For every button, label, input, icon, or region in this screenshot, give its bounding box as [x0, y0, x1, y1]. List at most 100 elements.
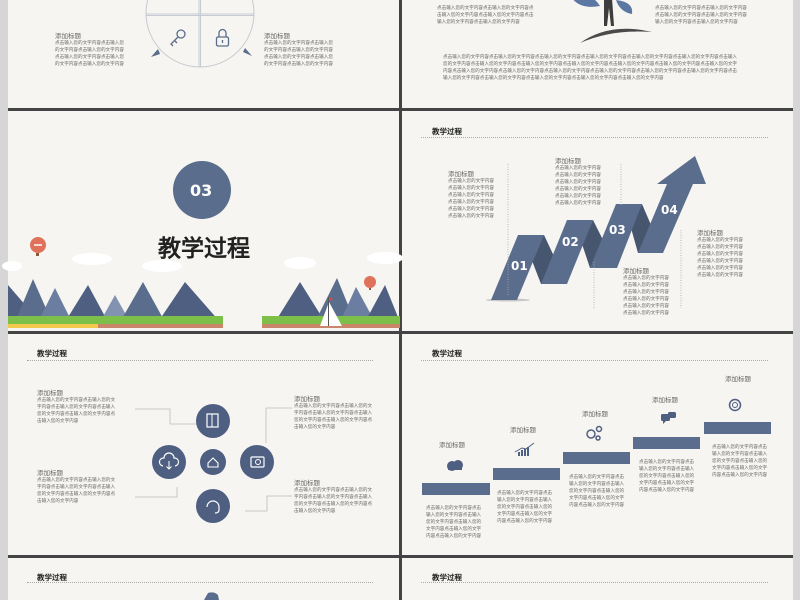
block-text-line: 点击输入您的文字内容 [448, 179, 494, 184]
block-text-line: 点击输入您的文字内容点击输入您的文 [294, 488, 373, 493]
slide-thumb-4-arrow[interactable] [402, 111, 793, 331]
step-title: 添加标题 [510, 426, 536, 434]
mountains-illustration [8, 278, 400, 328]
block-text-line: 字内容点击输入您的文字内容点击输入 [37, 485, 116, 490]
block-text-line: 点击输入您的文字内容 [448, 200, 494, 205]
block-title: 添加标题 [37, 469, 63, 477]
block-text-line: 点击输入您的文字内容点击输入您的文 [37, 478, 116, 483]
step-text-line: 点击输入您的文字内容点击 [712, 445, 768, 450]
step-text-line: 您的文字内容点击输入您的 [426, 520, 482, 525]
step-text-line: 内容点击输入您的文字内容 [712, 473, 768, 478]
block-text-line: 点击输入您的文字内容点击输入您的文 [37, 398, 116, 403]
block-text-line: 点击输入您的文字内容点击输入您的文字内容点击输入您的文字内容点击输入您的文字内容… [443, 55, 738, 60]
block-text-line: 击输入您的文字内容点击输入您的文字内容点击 [437, 13, 534, 18]
block-text-line: 点击输入您的文字内容 [623, 290, 669, 295]
step-text-line: 您的文字内容点击输入您的 [569, 489, 625, 494]
block-text-line: 点击输入您的文字内容点击输入您 [264, 41, 333, 46]
step-text-line: 点击输入您的文字内容点击 [639, 460, 695, 465]
block-text-line: 点击输入您的文字内容 [555, 173, 601, 178]
slide-header: 教学过程 [37, 573, 67, 582]
block-text-line: 点击输入您的文字内容 [697, 252, 743, 257]
step-number: 02 [562, 235, 579, 249]
block-text-line: 字内容点击输入您的文字内容点击输入 [294, 411, 373, 416]
block-text-line: 您的文字内容点击输入您的文字内容点 [37, 412, 116, 417]
camera-icon [240, 445, 274, 479]
header-divider [421, 360, 768, 361]
block-text-line: 点击输入您的文字内容 [448, 214, 494, 219]
header-divider [27, 360, 373, 361]
slide-header: 教学过程 [432, 127, 462, 136]
column-divider [399, 0, 402, 600]
block-text-line: 字内容点击输入您的文字内容点击输入 [294, 495, 373, 500]
slide-thumb-2[interactable] [402, 0, 793, 108]
headset-icon [196, 489, 230, 523]
guide-lines [507, 164, 682, 308]
slide-thumb-7[interactable] [8, 558, 399, 600]
block-text-line: 点击输入您的文字内容点击输入您 [55, 41, 124, 46]
block-text-line: 您的文字内容点击输入您的文字内容点 [294, 418, 373, 423]
hot-air-balloon-icon [364, 276, 376, 290]
block-text-line: 点击输入您的文字内容 [623, 304, 669, 309]
block-title: 添加标题 [294, 479, 320, 487]
block-text-line: 点击输入您的文字内容 [555, 180, 601, 185]
block-text-line: 输入您的文字内容点击输入您的文字内容 [655, 20, 738, 25]
step-text-line: 内容点击输入您的文字内容 [497, 519, 553, 524]
slide-header: 教学过程 [37, 349, 67, 358]
block-text-line: 点击输入您的文字内容 [555, 187, 601, 192]
block-text-line: 点击输入您的文字内容点击输入您的文 [294, 404, 373, 409]
step-text-line: 点击输入您的文字内容点击 [569, 475, 625, 480]
section-number: 03 [190, 181, 213, 200]
step-text-line: 文字内容点击输入您的文字 [639, 481, 695, 486]
film-icon [196, 404, 230, 438]
step-number: 01 [511, 259, 528, 273]
connector-lines [135, 407, 292, 512]
block-text-line: 点击输入您的文字内容点击输入您的文字内容点 [437, 6, 534, 11]
block-text-line: 击输入您的文字内容 [294, 425, 336, 430]
step-text-line: 文字内容点击输入您的文字 [712, 466, 768, 471]
block-text-line: 您的文字内容点击输入您的文字内容点 [294, 502, 373, 507]
block-text-line: 点击输入您的文字内容 [623, 276, 669, 281]
slide-header: 教学过程 [432, 573, 462, 582]
slide-thumb-1[interactable] [8, 0, 399, 108]
block-text-line: 点击输入您的文字内容 [555, 194, 601, 199]
block-text-line: 点击输入您的文字内容 [623, 297, 669, 302]
block-title: 添加标题 [294, 395, 320, 403]
key-icon [170, 29, 186, 47]
chat-icon [661, 412, 676, 424]
block-text-line: 点击输入您的文字内容 [555, 201, 601, 206]
block-text-line: 字内容点击输入您的文字内容点击输入 [37, 405, 116, 410]
pointer-left [151, 49, 160, 57]
block-title: 添加标题 [448, 170, 474, 178]
block-text-line: 的文字内容点击输入您的文字内容 [55, 62, 124, 67]
section-number-badge [173, 161, 231, 219]
block-text-line: 输入您的文字内容点击输入您的文字内容点击输入您的文字内容点击输入您的文字内容点击… [443, 76, 664, 81]
block-text-line: 点击输入您的文字内容 [448, 193, 494, 198]
section-title: 教学过程 [158, 236, 250, 262]
home-icon [200, 449, 226, 475]
lifebuoy-icon [728, 398, 742, 412]
block-title: 添加标题 [37, 389, 63, 397]
step-text-line: 内容点击输入您的文字内容 [639, 488, 695, 493]
step-text-line: 内容点击输入您的文字内容 [569, 503, 625, 508]
bar-chart-icon [514, 442, 535, 456]
block-text-line: 点击输入您的文字内容 [555, 166, 601, 171]
block-text-line: 击输入您的文字内容 [294, 509, 336, 514]
step-text-line: 点击输入您的文字内容点击 [497, 491, 553, 496]
step-text-line: 输入您的文字内容点击输入 [639, 467, 695, 472]
step-text-line: 文字内容点击输入您的文字 [569, 496, 625, 501]
pointer-right [243, 48, 252, 56]
step-title: 添加标题 [725, 375, 751, 383]
partial-illustration [204, 592, 219, 600]
step-text-line: 输入您的文字内容点击输入 [426, 513, 482, 518]
step-text-line: 输入您的文字内容点击输入 [712, 452, 768, 457]
step-text-line: 您的文字内容点击输入您的 [639, 474, 695, 479]
block-text-line: 点击输入您的文字内容 [697, 245, 743, 250]
block-text-line: 点击输入您的文字内容点击输入您的文字内容 [655, 13, 747, 18]
slide-thumb-8[interactable] [402, 558, 793, 600]
block-text-line: 点击输入您的文字内容 [448, 207, 494, 212]
block-text-line: 点击输入您的文字内容 [697, 259, 743, 264]
rising-arrow-chart [486, 156, 706, 302]
step-text-line: 点击输入您的文字内容点击 [426, 506, 482, 511]
slide-thumb-6-steps[interactable] [402, 334, 793, 555]
